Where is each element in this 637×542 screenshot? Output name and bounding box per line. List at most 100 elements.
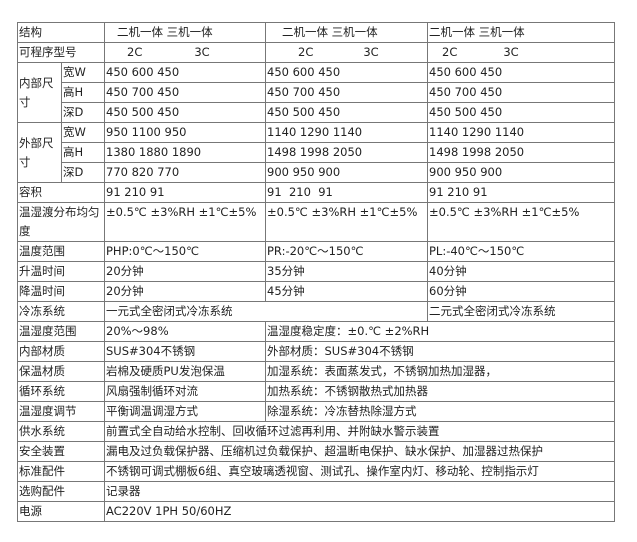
table-row: 保温材质 岩棉及硬质PU发泡保温 加湿系统：表面蒸发式，不锈钢加热加湿器， xyxy=(17,361,615,382)
cell: 1140 1290 1140 xyxy=(427,122,615,143)
sub-label: 高H xyxy=(61,82,105,103)
cell: 加湿系统：表面蒸发式，不锈钢加热加湿器， xyxy=(265,361,615,382)
cell: PR:-20℃～150℃ xyxy=(265,241,428,262)
cell: SUS#304不锈钢 xyxy=(104,341,266,362)
cell: 温湿度稳定度：±0.℃ ±2%RH xyxy=(265,321,615,342)
table-row: 外部尺寸 宽W 950 1100 950 1140 1290 1140 1140… xyxy=(17,122,615,183)
cell: 平衡调温调湿方式 xyxy=(104,401,266,422)
table-row: 温湿渡分布均匀度 ±0.5℃ ±3%RH ±1℃±5% ±0.5℃ ±3%RH … xyxy=(17,202,615,242)
cell: ±0.5℃ ±3%RH ±1℃±5% xyxy=(265,202,428,242)
cell: 2C 3C xyxy=(104,42,266,63)
cell: 记录器 xyxy=(104,481,615,502)
row-label: 电源 xyxy=(17,501,105,522)
model-3c: 3C xyxy=(363,45,379,59)
model-2c: 2C xyxy=(298,45,314,59)
model-2c: 2C xyxy=(442,45,458,59)
cell: 漏电及过负载保护器、压缩机过负载保护、超温断电保护、缺水保护、加湿器过热保护 xyxy=(104,441,615,462)
cell: 2C 3C xyxy=(427,42,615,63)
table-row: 安全装置 漏电及过负载保护器、压缩机过负载保护、超温断电保护、缺水保护、加湿器过… xyxy=(17,441,615,462)
cell: 2C 3C xyxy=(265,42,428,63)
row-label: 保温材质 xyxy=(17,361,105,382)
table-row: 温度范围 PHP:0℃～150℃ PR:-20℃～150℃ PL:-40℃～15… xyxy=(17,241,615,262)
row-label: 循环系统 xyxy=(17,381,105,402)
table-row: 高H 1380 1880 1890 1498 1998 2050 1498 19… xyxy=(18,142,615,163)
cell: 60分钟 xyxy=(427,281,615,302)
cell: 岩棉及硬质PU发泡保温 xyxy=(104,361,266,382)
table-row: 标准配件 不锈钢可调式棚板6组、真空玻璃透视窗、测试孔、操作室内灯、移动轮、控制… xyxy=(17,461,615,482)
cell: 450 600 450 xyxy=(427,62,615,83)
row-label: 温度范围 xyxy=(17,241,105,262)
row-label: 冷冻系统 xyxy=(17,301,105,322)
table-row: 循环系统 风扇强制循环对流 加热系统：不锈钢散热式加热器 xyxy=(17,381,615,402)
table-row: 电源 AC220V 1PH 50/60HZ xyxy=(17,501,615,522)
cell: 外部材质：SUS#304不锈钢 xyxy=(265,341,615,362)
cell: 一元式全密闭式冷冻系统 xyxy=(104,301,428,322)
row-label: 内部材质 xyxy=(17,341,105,362)
cell: 前置式全自动给水控制、回收循环过滤再利用、并附缺水警示装置 xyxy=(104,421,615,442)
row-label: 结构 xyxy=(17,22,105,43)
cell: 1498 1998 2050 xyxy=(427,142,615,163)
row-label: 温湿度调节 xyxy=(17,401,105,422)
table-row: 高H 450 700 450 450 700 450 450 700 450 xyxy=(18,82,615,103)
cell: 900 950 900 xyxy=(265,162,428,183)
table-row: 升温时间 20分钟 35分钟 40分钟 xyxy=(17,261,615,282)
cell: 1498 1998 2050 xyxy=(265,142,428,163)
cell: ±0.5℃ ±3%RH ±1℃±5% xyxy=(427,202,615,242)
table-row: 温湿度调节 平衡调温调湿方式 除湿系统：冷冻替热除湿方式 xyxy=(17,401,615,422)
table-row: 选购配件 记录器 xyxy=(17,481,615,502)
cell: 1380 1880 1890 xyxy=(104,142,266,163)
row-label: 升温时间 xyxy=(17,261,105,282)
cell: 450 700 450 xyxy=(104,82,266,103)
row-label: 安全装置 xyxy=(17,441,105,462)
cell: 1140 1290 1140 xyxy=(265,122,428,143)
cell: 450 500 450 xyxy=(104,102,266,123)
row-label: 标准配件 xyxy=(17,461,105,482)
cell: 450 700 450 xyxy=(265,82,428,103)
cell: 二机一体 三机一体 xyxy=(427,22,615,43)
cell: ±0.5℃ ±3%RH ±1℃±5% xyxy=(104,202,266,242)
cell: 不锈钢可调式棚板6组、真空玻璃透视窗、测试孔、操作室内灯、移动轮、控制指示灯 xyxy=(104,461,615,482)
cell: 二元式全密闭式冷冻系统 xyxy=(427,301,615,322)
row-label: 容积 xyxy=(17,182,105,203)
row-label: 温湿度范围 xyxy=(17,321,105,342)
model-3c: 3C xyxy=(503,45,519,59)
table-row: 供水系统 前置式全自动给水控制、回收循环过滤再利用、并附缺水警示装置 xyxy=(17,421,615,442)
cell: 450 700 450 xyxy=(427,82,615,103)
cell: 91 210 91 xyxy=(265,182,428,203)
table-row: 冷冻系统 一元式全密闭式冷冻系统 二元式全密闭式冷冻系统 xyxy=(17,301,615,322)
table-row: 可程序型号 2C 3C 2C 3C 2C 3C xyxy=(17,42,615,63)
cell: 风扇强制循环对流 xyxy=(104,381,266,402)
sub-label: 高H xyxy=(61,142,105,163)
model-2c: 2C xyxy=(127,45,143,59)
cell: AC220V 1PH 50/60HZ xyxy=(104,501,615,522)
cell: 950 1100 950 xyxy=(104,122,266,143)
cell: 20分钟 xyxy=(104,261,266,282)
sub-label: 深D xyxy=(61,102,105,123)
row-label: 可程序型号 xyxy=(17,42,105,63)
cell: 450 600 450 xyxy=(104,62,266,83)
cell: 450 500 450 xyxy=(265,102,428,123)
cell: 91 210 91 xyxy=(427,182,615,203)
cell: 900 950 900 xyxy=(427,162,615,183)
sub-label: 宽W xyxy=(61,122,105,143)
cell: PHP:0℃～150℃ xyxy=(104,241,266,262)
cell: 二机一体 三机一体 xyxy=(104,22,266,43)
cell: 40分钟 xyxy=(427,261,615,282)
cell: 二机一体 三机一体 xyxy=(265,22,428,43)
cell: 加热系统：不锈钢散热式加热器 xyxy=(265,381,615,402)
cell: PL:-40℃～150℃ xyxy=(427,241,615,262)
cell: 450 500 450 xyxy=(427,102,615,123)
cell: 20分钟 xyxy=(104,281,266,302)
table-row: 深D 450 500 450 450 500 450 450 500 450 xyxy=(18,102,615,123)
cell: 20%～98% xyxy=(104,321,266,342)
table-row: 内部材质 SUS#304不锈钢 外部材质：SUS#304不锈钢 xyxy=(17,341,615,362)
cell: 91 210 91 xyxy=(104,182,266,203)
row-label: 内部尺寸 xyxy=(17,62,62,123)
table-row: 内部尺寸 宽W 450 600 450 450 600 450 450 600 … xyxy=(17,62,615,123)
table-row: 深D 770 820 770 900 950 900 900 950 900 xyxy=(18,162,615,183)
cell: 35分钟 xyxy=(265,261,428,282)
row-label: 供水系统 xyxy=(17,421,105,442)
cell: 450 600 450 xyxy=(265,62,428,83)
spec-table: 结构 二机一体 三机一体 二机一体 三机一体 二机一体 三机一体 可程序型号 2… xyxy=(17,22,615,522)
row-label: 选购配件 xyxy=(17,481,105,502)
